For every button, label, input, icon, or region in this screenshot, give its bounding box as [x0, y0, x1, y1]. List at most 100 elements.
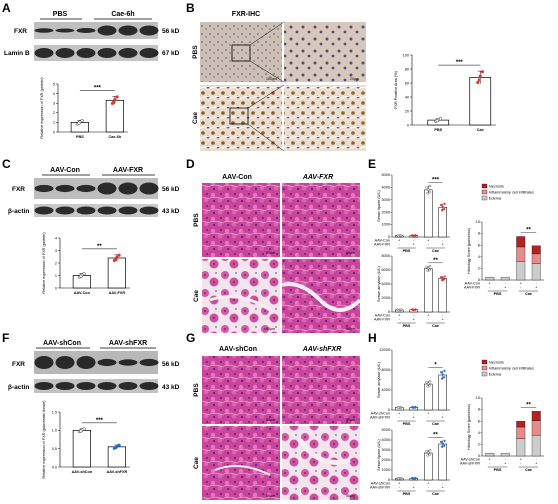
chart-h-lipase-ytick-label: 1000	[382, 468, 390, 472]
ihc-row-pbs: PBS	[192, 45, 199, 59]
chart-e-histo-bar-segment	[531, 263, 541, 281]
chart-a-point	[112, 100, 116, 104]
chart-h-lipase-point	[414, 476, 417, 480]
chart-h-amylase-point	[442, 376, 446, 379]
chart-e-histo-sign: -	[520, 286, 522, 290]
blot-f-group-2: AAV-shFXR	[109, 340, 147, 347]
chart-c-ytick-label: 0	[55, 286, 57, 290]
chart-a-ytick-label: 2	[53, 111, 55, 115]
chart-h-lipase-ytick-label: 4000	[382, 438, 390, 442]
chart-e-histo-row-label: AAV-Con	[465, 282, 480, 286]
a-bands-band	[139, 48, 159, 58]
chart-h-histo-row-label: AAV-shCon	[461, 458, 480, 462]
chart-h-amylase-sign: +	[442, 416, 445, 420]
chart-b-ytick-label: 0	[407, 123, 409, 127]
chart-h-amylase-sign: +	[398, 412, 401, 416]
chart-e-amylase-bar	[424, 268, 433, 313]
chart-a-sig: ***	[94, 85, 102, 91]
c-bands-band	[34, 184, 54, 193]
blot-a-group-1: PBS	[53, 11, 68, 18]
chart-h-lipase-point	[399, 476, 403, 480]
chart-f-ytick-label: 1.0	[52, 429, 57, 433]
chart-e-amylase-point	[440, 278, 444, 282]
he-g-col-2: AAV-shFXR	[302, 346, 342, 353]
chart-e-lipase-sign: +	[398, 239, 401, 243]
chart-h-amylase-point	[441, 373, 444, 376]
chart-b-ytick-label: 100	[403, 53, 409, 57]
blot-c-group-2: AAV-FXR	[113, 167, 143, 174]
chart-h-lipase-bar	[424, 452, 433, 481]
chart-f-category: AAV-shFXR	[106, 470, 127, 474]
chart-e-lipase-point	[428, 190, 431, 194]
blot-c-group-1: AAV-Con	[50, 167, 80, 174]
chart-c-point	[117, 253, 121, 257]
chart-c-ylabel: Relative expression of FXR (protein)	[42, 232, 46, 294]
chart-h-lipase-point	[440, 445, 444, 448]
f-bands-band	[76, 356, 96, 369]
chart-b-ylabel: FXR Positive Area (%)	[394, 70, 398, 109]
chart-h-lipase-point	[426, 454, 429, 457]
legend-e-label: Inflammatory cell infiltrates	[489, 190, 534, 194]
legend-e-label: Edema	[489, 196, 502, 200]
chart-e-amylase-point	[441, 277, 444, 280]
chart-e-histo-ytick-label: 6	[478, 243, 480, 247]
blot-a-group-2: Cae-6h	[111, 11, 134, 18]
chart-e-lipase-point	[440, 209, 444, 212]
ihc-scale-left: 100μm	[266, 77, 277, 81]
chart-h-amylase-point	[399, 405, 403, 409]
chart-e-histo-sign: -	[536, 282, 538, 286]
chart-h-lipase-sign: -	[399, 486, 401, 490]
chart-e-lipase-row-label: AAV-Con	[375, 239, 390, 243]
chart-e-histo-bar-segment	[485, 276, 495, 281]
blot-c-kd-1: 56 kD	[162, 186, 180, 193]
chart-h-lipase-ytick-label: 2000	[382, 458, 390, 462]
chart-b-point	[480, 70, 485, 74]
chart-b-point	[477, 78, 481, 82]
blot-a-row-1: FXR	[14, 28, 27, 35]
chart-e-amylase-point	[397, 309, 400, 312]
chart-h-lipase-ytick-label: 3000	[382, 448, 390, 452]
chart-e-lipase-point	[441, 205, 444, 209]
chart-e-histo-group-label: Cae	[525, 292, 532, 296]
chart-e-amylase-ytick-label: 2000	[382, 296, 390, 300]
f-bands-band	[55, 356, 75, 369]
chart-e-histo-sign: +	[489, 282, 492, 286]
chart-c: 0 1 2 3 4 AAV-Con AAV-FXR ** Relative expression…	[42, 232, 130, 295]
chart-h-amylase-group-label: Cae	[432, 422, 439, 426]
chart-b: 0 20 40 60 80 100 PBS Cae *** FXR Positive Area (…	[394, 53, 496, 132]
he-images-d: AAV-Con AAV-FXR PBS Cae 50μm 50μm 50μm 5…	[193, 174, 362, 333]
chart-h-amylase-ytick-label: 4000	[382, 388, 390, 392]
blot-c: AAV-Con AAV-FXR FXR β-actin 56 kD 43 kD	[8, 167, 180, 217]
f-bands-band	[118, 382, 138, 390]
he-g-scale-1: 50μm	[266, 418, 275, 422]
chart-e-lipase-point	[411, 234, 415, 238]
chart-h-histo-sign: -	[489, 462, 491, 466]
a-bands-band	[76, 48, 96, 58]
chart-h-lipase-point	[428, 449, 432, 452]
ihc-row-cae: Cae	[192, 112, 199, 124]
legend-h-swatch	[481, 365, 488, 371]
chart-h-amylase-point	[426, 385, 429, 388]
chart-f-ytick-label: 0.0	[52, 465, 57, 469]
chart-e-histo-bar-segment	[531, 245, 541, 255]
chart-h-amylase-point	[440, 377, 444, 380]
chart-b-sig: ***	[456, 60, 464, 66]
chart-e-amylase-bar	[438, 278, 447, 313]
chart-h-histo-bar-segment	[516, 438, 526, 457]
chart-h-amylase-bar	[424, 383, 433, 411]
chart-e-histo-row-label: AAV-FXR	[464, 286, 480, 290]
chart-a-point	[77, 121, 81, 125]
chart-e-histo-sign: +	[535, 286, 538, 290]
c-bands-band	[139, 182, 159, 195]
blot-a-row-2: Lamin B	[4, 50, 30, 57]
chart-e-lipase-point	[442, 207, 446, 211]
chart-e-amylase-sign: +	[427, 314, 430, 318]
legend-e-swatch	[481, 195, 488, 201]
chart-e-histo-ytick-label: 2	[478, 267, 480, 271]
chart-h-histo-sign: +	[535, 462, 538, 466]
legend-e: Necrosis Inflammatory cell infiltrates Ede…	[481, 183, 534, 201]
chart-b-bar	[469, 77, 492, 126]
chart-e-amylase-ytick-label: 6000	[382, 268, 390, 272]
chart-e-amylase-sign: -	[413, 314, 415, 318]
